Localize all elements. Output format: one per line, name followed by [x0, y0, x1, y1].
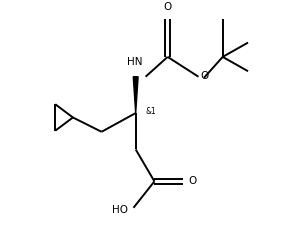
Text: O: O [164, 2, 172, 12]
Polygon shape [133, 77, 138, 113]
Text: HO: HO [112, 205, 128, 215]
Text: O: O [200, 71, 208, 81]
Text: &1: &1 [146, 107, 156, 117]
Text: HN: HN [127, 57, 142, 67]
Text: O: O [188, 176, 196, 186]
